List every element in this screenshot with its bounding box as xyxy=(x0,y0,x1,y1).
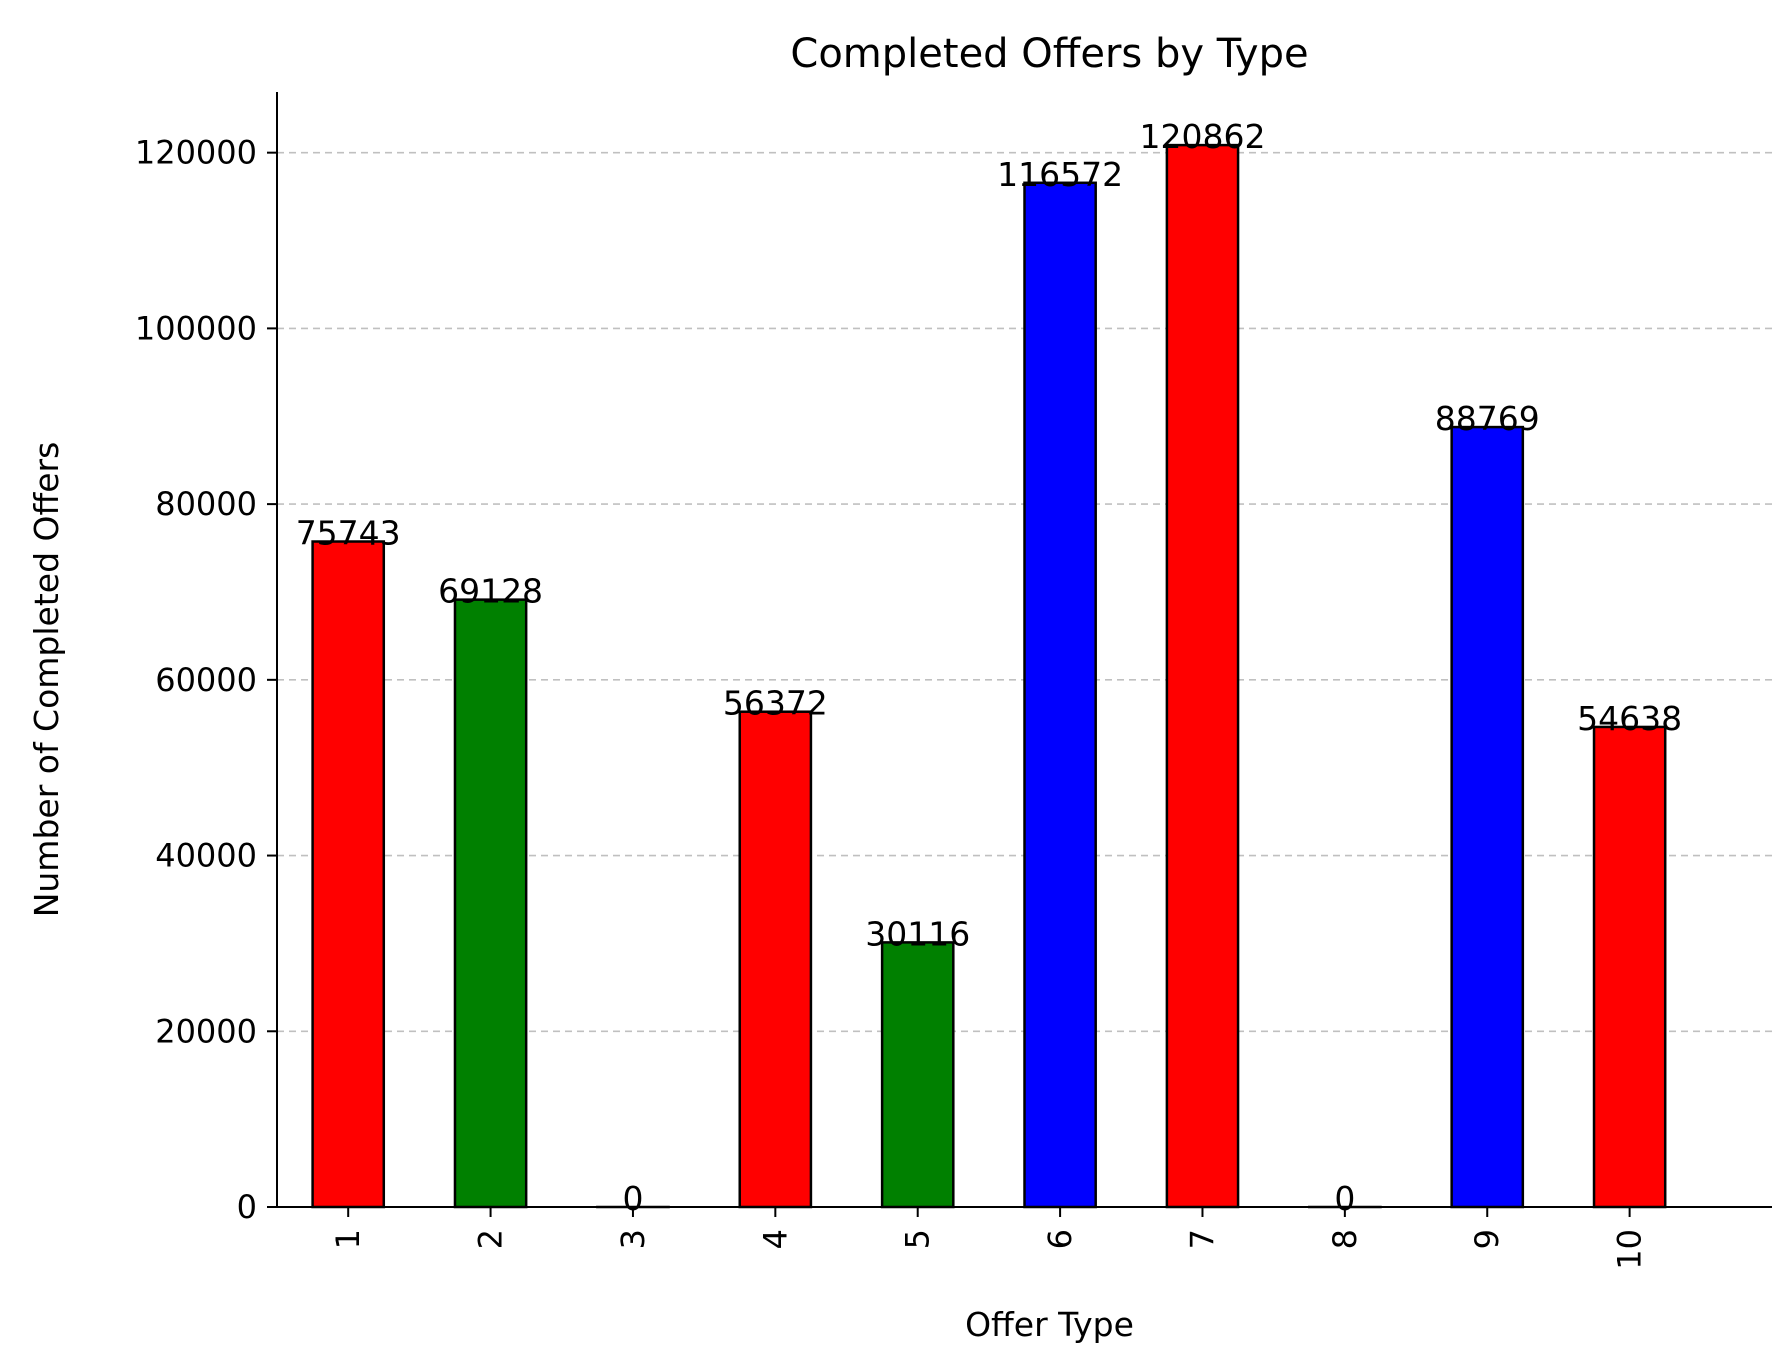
x-axis-label: Offer Type xyxy=(965,1305,1134,1344)
bars xyxy=(311,143,1667,1209)
data-label-2: 69128 xyxy=(438,572,543,611)
chart-title: Completed Offers by Type xyxy=(790,31,1308,77)
y-tick-label-0: 0 xyxy=(237,1188,257,1226)
bar-10 xyxy=(1592,725,1667,1209)
x-tick-label-9: 9 xyxy=(1468,1229,1506,1249)
x-tick-label-1: 1 xyxy=(329,1229,367,1249)
x-ticks: 1 2 3 4 5 6 7 8 9 10 xyxy=(329,1207,1649,1270)
y-tick-label-100000: 100000 xyxy=(135,309,257,347)
data-label-7: 120862 xyxy=(1139,117,1265,156)
x-tick-label-4: 4 xyxy=(756,1229,794,1249)
axes xyxy=(276,92,1772,1208)
data-label-6: 116572 xyxy=(997,155,1123,194)
data-labels: 75743 69128 0 56372 30116 116572 120862 0 88769 5… xyxy=(296,117,1682,1218)
y-tick-label-80000: 80000 xyxy=(155,485,257,523)
bar-4 xyxy=(738,710,813,1209)
y-tick-label-40000: 40000 xyxy=(155,837,257,875)
data-label-10: 54638 xyxy=(1577,699,1682,738)
x-tick-label-5: 5 xyxy=(899,1229,937,1249)
bar-9 xyxy=(1450,425,1525,1209)
y-tick-label-120000: 120000 xyxy=(135,134,257,172)
y-axis-label: Number of Completed Offers xyxy=(27,442,66,918)
x-tick-label-10: 10 xyxy=(1611,1229,1649,1270)
data-label-4: 56372 xyxy=(723,684,828,723)
data-label-8: 0 xyxy=(1334,1179,1355,1218)
y-ticks: 0 20000 40000 60000 80000 100000 120000 xyxy=(135,134,277,1226)
bar-6 xyxy=(1023,181,1097,1209)
x-tick-label-6: 6 xyxy=(1041,1229,1079,1249)
x-tick-label-8: 8 xyxy=(1326,1229,1364,1249)
bar-1 xyxy=(311,540,386,1209)
x-tick-label-7: 7 xyxy=(1183,1229,1221,1249)
y-tick-label-60000: 60000 xyxy=(155,661,257,699)
bar-7 xyxy=(1165,143,1240,1209)
x-tick-label-2: 2 xyxy=(472,1229,510,1249)
bar-5 xyxy=(880,941,955,1209)
data-label-9: 88769 xyxy=(1435,399,1540,438)
data-label-5: 30116 xyxy=(865,914,970,953)
x-tick-label-3: 3 xyxy=(614,1229,652,1249)
data-label-3: 0 xyxy=(622,1179,643,1218)
bar-2 xyxy=(453,598,528,1209)
y-tick-label-20000: 20000 xyxy=(155,1012,257,1050)
data-label-1: 75743 xyxy=(296,514,401,553)
